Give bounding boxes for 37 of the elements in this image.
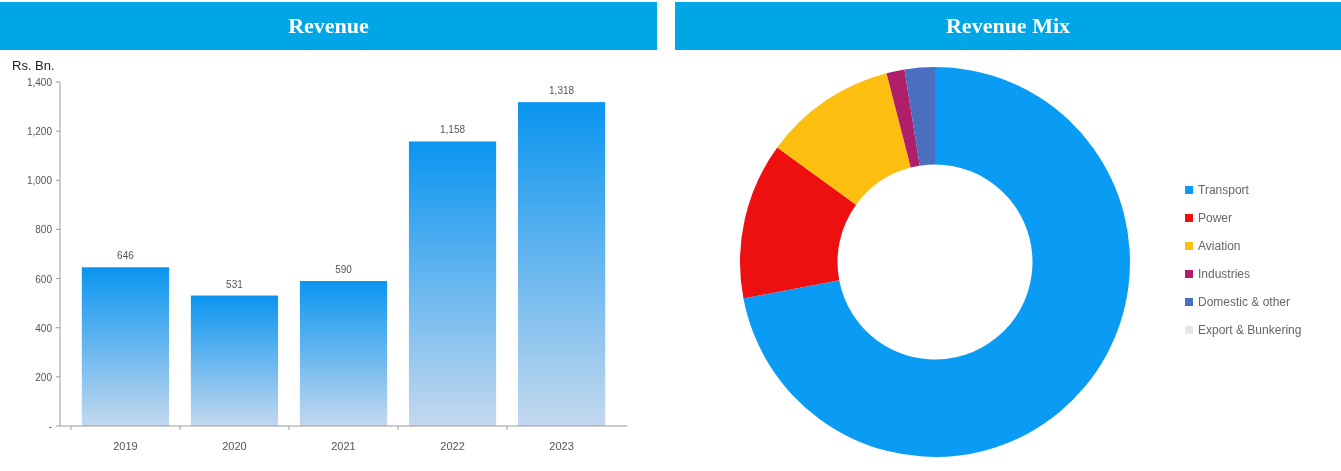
data-label: 1,318 [549,85,575,97]
x-tick-label: 2020 [222,440,247,452]
legend-label: Industries [1198,267,1251,281]
donut-slice [740,147,857,299]
y-tick-label: 200 [35,371,53,383]
y-tick-label: 600 [35,273,53,285]
legend-label: Power [1198,211,1233,225]
x-tick-label: 2019 [113,440,138,452]
donut-slice [904,67,935,166]
data-label: 531 [226,278,244,290]
bar [517,102,606,426]
y-tick-label: 1,200 [26,126,53,138]
chart-title: Revenue [288,13,370,38]
y-tick-label: 400 [35,322,53,334]
donut-slice [886,69,920,168]
y-tick-label: 1,400 [26,77,53,88]
x-tick-label: 2022 [440,440,465,452]
y-axis-title: Rs. Bn. [12,58,55,73]
y-tick-label: 800 [35,224,53,236]
bar [81,267,170,426]
chart-title: Revenue Mix [945,13,1071,38]
legend-label: Aviation [1198,239,1241,253]
data-label: 1,158 [440,124,466,136]
data-label: 646 [117,250,135,262]
x-tick-label: 2021 [331,440,356,452]
legend-label: Export & Bunkering [1198,323,1302,337]
data-label: 590 [335,264,353,276]
bar [190,295,279,426]
legend-label: Transport [1198,183,1250,197]
donut-slice [777,73,911,205]
bar [408,141,497,426]
x-tick-label: 2023 [549,440,574,452]
legend-label: Domestic & other [1198,295,1291,309]
bar [299,281,388,426]
y-tick-label: - [48,421,52,432]
donut-slice [743,67,1130,457]
y-tick-label: 1,000 [26,175,53,187]
